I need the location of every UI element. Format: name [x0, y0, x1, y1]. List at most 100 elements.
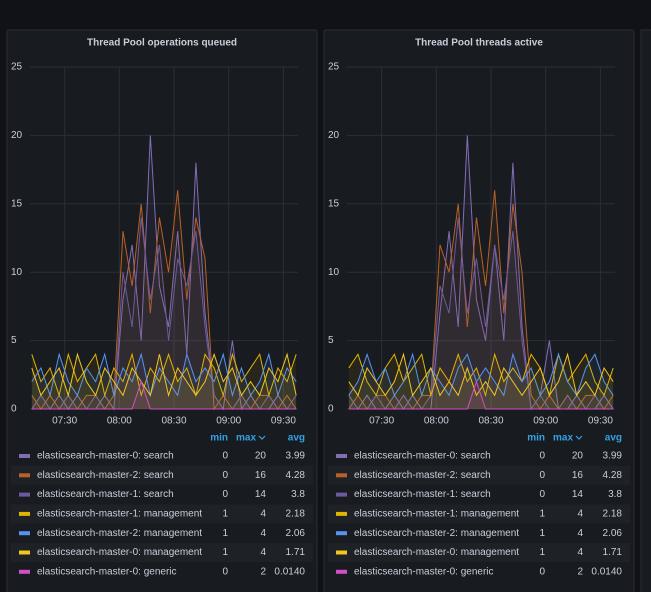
- legend-min: 1: [222, 547, 228, 558]
- series-area: [31, 135, 297, 409]
- series-line: [348, 352, 614, 397]
- legend-avg: 0.0140: [591, 566, 622, 577]
- legend-min: 1: [222, 528, 228, 539]
- legend-avg: 2.06: [286, 528, 306, 539]
- x-tick-label: 09:00: [216, 416, 241, 427]
- legend-row-bg: [328, 504, 630, 524]
- legend-max: 4: [260, 528, 266, 539]
- sort-icon: [258, 435, 266, 440]
- y-tick-label: 0: [11, 404, 17, 415]
- y-tick-label: 5: [328, 335, 334, 346]
- legend-max: 16: [255, 470, 267, 481]
- series-area: [31, 217, 297, 409]
- y-tick-label: 25: [11, 62, 23, 73]
- legend-avg: 1.71: [286, 547, 306, 558]
- legend-max: 4: [260, 547, 266, 558]
- legend-name: elasticsearch-master-2: search: [354, 470, 491, 481]
- legend-row-bg: [328, 465, 630, 485]
- legend-min: 0: [222, 451, 228, 462]
- series-area: [348, 354, 614, 409]
- series-area: [31, 354, 297, 409]
- y-tick-label: 15: [11, 198, 23, 209]
- legend-max: 14: [255, 489, 267, 500]
- legend-column-header: min: [210, 433, 228, 444]
- legend-max: 2: [260, 566, 266, 577]
- legend-max: 16: [572, 470, 584, 481]
- legend-name: elasticsearch-master-0: generic: [354, 566, 494, 577]
- legend-name: elasticsearch-master-0: search: [37, 451, 174, 462]
- legend-name: elasticsearch-master-2: management: [354, 528, 519, 539]
- legend-row-bg: [11, 465, 313, 485]
- legend-avg: 4.28: [286, 470, 306, 481]
- legend-max: 20: [572, 451, 584, 462]
- y-tick-label: 5: [11, 335, 17, 346]
- legend-min: 0: [539, 566, 545, 577]
- x-tick-label: 08:00: [107, 416, 132, 427]
- series-line: [348, 135, 614, 411]
- series-line: [348, 352, 614, 398]
- series-line: [348, 380, 614, 410]
- legend-min: 1: [539, 509, 545, 520]
- legend-min: 0: [539, 470, 545, 481]
- legend-name: elasticsearch-master-1: search: [354, 489, 491, 500]
- series-line: [31, 135, 297, 411]
- y-tick-label: 20: [328, 130, 340, 141]
- legend-name: elasticsearch-master-1: management: [37, 509, 202, 520]
- legend-min: 0: [222, 489, 228, 500]
- legend-max: 4: [577, 528, 583, 539]
- x-tick-label: 07:30: [369, 416, 394, 427]
- legend-max: 14: [572, 489, 584, 500]
- legend-max: 2: [577, 566, 583, 577]
- panel-title: Thread Pool operations queued: [87, 38, 237, 49]
- legend-name: elasticsearch-master-1: management: [354, 509, 519, 520]
- legend-avg: 3.8: [608, 489, 622, 500]
- legend-min: 1: [539, 547, 545, 558]
- y-tick-label: 0: [328, 404, 334, 415]
- sort-icon: [575, 435, 583, 440]
- panel-bg: [6, 29, 318, 592]
- x-tick-label: 09:30: [588, 416, 613, 427]
- x-tick-label: 08:00: [424, 416, 449, 427]
- legend-avg: 3.8: [291, 489, 305, 500]
- legend-column-header: avg: [605, 433, 622, 444]
- x-tick-label: 07:30: [52, 416, 77, 427]
- y-tick-label: 10: [11, 267, 23, 278]
- legend-name: elasticsearch-master-0: management: [37, 547, 202, 558]
- y-tick-label: 10: [328, 267, 340, 278]
- legend-max: 4: [577, 547, 583, 558]
- legend-row-bg: [11, 543, 313, 562]
- legend-avg: 1.71: [603, 547, 623, 558]
- legend-max: 20: [255, 451, 267, 462]
- legend-name: elasticsearch-master-1: search: [37, 489, 174, 500]
- series-line: [31, 352, 297, 398]
- legend-avg: 0.0140: [274, 566, 305, 577]
- legend-row-bg: [328, 543, 630, 562]
- legend-min: 1: [539, 528, 545, 539]
- y-tick-label: 25: [328, 62, 340, 73]
- panel-title: Thread Pool threads active: [415, 38, 543, 49]
- panel-partial: [640, 29, 651, 592]
- x-tick-label: 09:30: [271, 416, 296, 427]
- series-area: [348, 217, 614, 409]
- series-area: [348, 135, 614, 409]
- series-line: [31, 352, 297, 398]
- y-tick-label: 15: [328, 198, 340, 209]
- legend-avg: 2.18: [286, 509, 306, 520]
- legend-name: elasticsearch-master-2: management: [37, 528, 202, 539]
- legend-row-bg: [11, 504, 313, 524]
- legend-min: 0: [222, 470, 228, 481]
- panel: Thread Pool operations queued05101520250…: [6, 29, 318, 592]
- legend-avg: 4.28: [603, 470, 623, 481]
- series-area: [31, 190, 297, 409]
- legend-name: elasticsearch-master-0: management: [354, 547, 519, 558]
- legend-column-header: avg: [288, 433, 305, 444]
- legend-min: 0: [222, 566, 228, 577]
- series-area: [31, 354, 297, 409]
- legend-name: elasticsearch-master-0: generic: [37, 566, 177, 577]
- legend-avg: 2.06: [603, 528, 623, 539]
- legend-max: 4: [577, 509, 583, 520]
- series-line: [31, 380, 297, 410]
- legend-max: 4: [260, 509, 266, 520]
